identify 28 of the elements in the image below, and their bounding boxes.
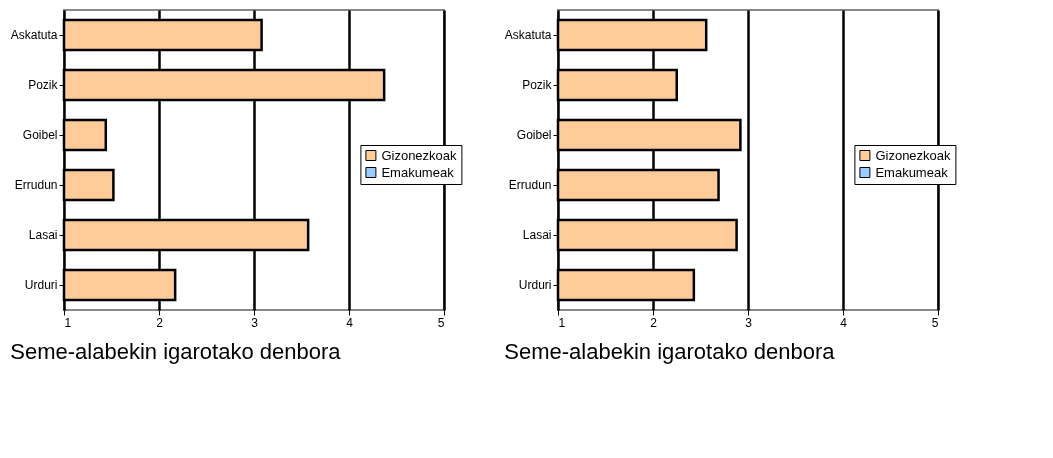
x-tick-label: 4 xyxy=(346,315,354,330)
text: Seme-alabekin igarotako denbora xyxy=(10,339,342,364)
y-tick-label: Askatuta xyxy=(10,28,58,42)
legend-label: Gizonezkoak xyxy=(381,147,458,163)
x-tick-label: 3 xyxy=(745,315,753,330)
y-tick-label: Errudun xyxy=(14,178,58,192)
y-tick-label: Goibel xyxy=(516,128,552,142)
x-tick-label: 5 xyxy=(931,315,939,330)
y-tick-label: Goibel xyxy=(22,128,58,142)
y-tick-label: Urduri xyxy=(24,278,58,292)
legend-label: Gizonezkoak xyxy=(875,147,952,163)
y-tick-label: Pozik xyxy=(522,78,553,92)
y-tick-label: Urduri xyxy=(518,278,552,292)
x-tick-label: 1 xyxy=(64,315,72,330)
legend-label: Emakumeak xyxy=(875,164,949,180)
y-tick-label: Lasai xyxy=(28,228,58,242)
y-tick-label: Errudun xyxy=(508,178,552,192)
text: Seme-alabekin igarotako denbora xyxy=(504,339,836,364)
y-tick-label: Pozik xyxy=(28,78,59,92)
legend-label: Emakumeak xyxy=(381,164,455,180)
x-tick-label: 2 xyxy=(650,315,658,330)
y-tick-label: Askatuta xyxy=(504,28,552,42)
x-tick-label: 1 xyxy=(558,315,566,330)
x-tick-label: 5 xyxy=(437,315,445,330)
x-tick-label: 3 xyxy=(251,315,259,330)
x-tick-label: 2 xyxy=(156,315,164,330)
y-tick-label: Lasai xyxy=(522,228,552,242)
x-tick-label: 4 xyxy=(840,315,848,330)
